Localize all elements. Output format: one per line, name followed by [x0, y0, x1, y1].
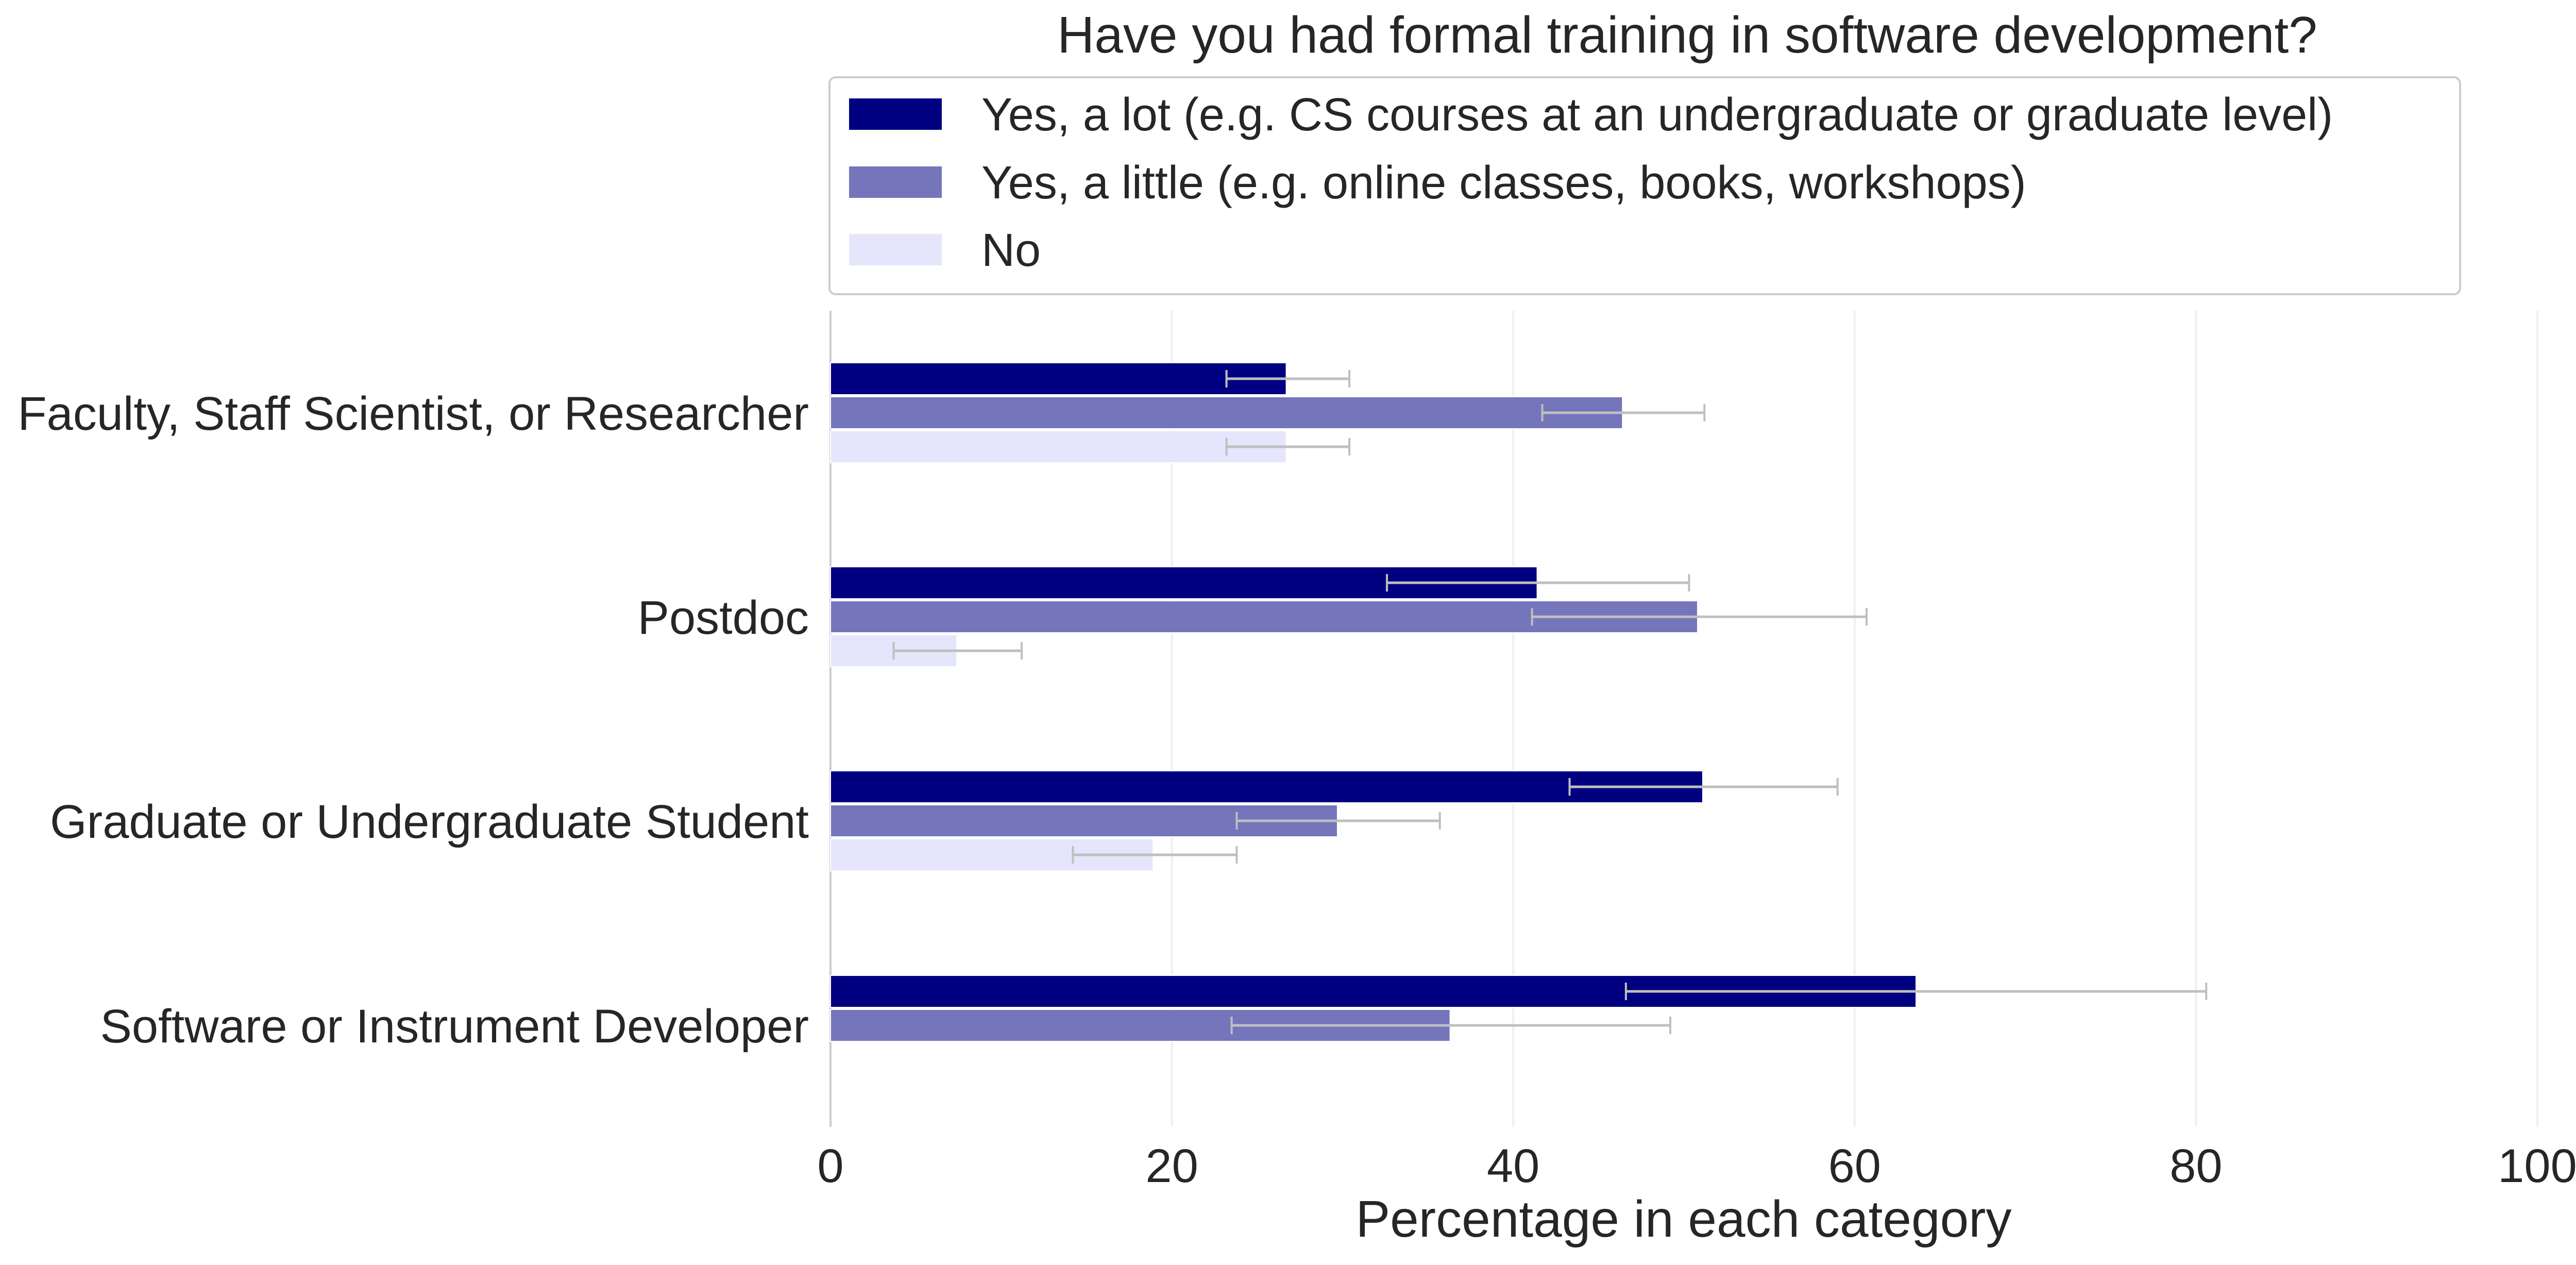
error-bar	[1531, 608, 1868, 626]
error-bar	[1225, 370, 1351, 387]
error-bar	[892, 642, 1023, 660]
legend-label: No	[981, 225, 1041, 276]
y-category-label: Graduate or Undergraduate Student	[50, 796, 809, 848]
x-tick-label: 0	[817, 1140, 843, 1192]
error-bar	[1568, 778, 1839, 796]
x-tick-label: 20	[1145, 1140, 1198, 1192]
error-bar	[1235, 812, 1441, 830]
error-bars	[892, 370, 2208, 1034]
x-axis-tick-labels: 0 20 40 60 80 100	[817, 1140, 2576, 1192]
error-bar	[1541, 404, 1706, 421]
x-tick-label: 80	[2170, 1140, 2222, 1192]
error-bar	[1230, 1017, 1671, 1034]
error-bar	[1072, 846, 1238, 864]
legend-frame	[828, 76, 2461, 295]
legend-items: Yes, a lot (e.g. CS courses at an underg…	[849, 89, 2333, 276]
y-axis-tick-labels: Faculty, Staff Scientist, or Researcher P…	[18, 387, 809, 1053]
x-axis-label: Percentage in each category	[1355, 1190, 2011, 1248]
error-bar	[1225, 438, 1351, 456]
x-tick-label: 100	[2498, 1140, 2576, 1192]
bar	[830, 430, 1287, 463]
legend-item: No	[849, 225, 1041, 276]
legend-item: Yes, a little (e.g. online classes, book…	[849, 157, 2026, 209]
bars	[830, 362, 1917, 1042]
chart-title: Have you had formal training in software…	[1057, 6, 2317, 64]
legend: Yes, a lot (e.g. CS courses at an underg…	[828, 76, 2461, 295]
x-tick-label: 40	[1487, 1140, 1539, 1192]
legend-swatch	[849, 234, 942, 265]
y-category-label: Software or Instrument Developer	[100, 1000, 809, 1053]
bar	[830, 396, 1623, 429]
y-category-label: Postdoc	[638, 592, 809, 644]
y-category-label: Faculty, Staff Scientist, or Researcher	[18, 387, 809, 440]
legend-label: Yes, a lot (e.g. CS courses at an underg…	[981, 89, 2333, 141]
legend-swatch	[849, 166, 942, 198]
legend-label: Yes, a little (e.g. online classes, book…	[981, 157, 2026, 209]
error-bar	[1624, 983, 2208, 1000]
bar	[830, 362, 1287, 395]
legend-item: Yes, a lot (e.g. CS courses at an underg…	[849, 89, 2333, 141]
legend-swatch	[849, 98, 942, 130]
error-bar	[1386, 574, 1690, 592]
x-tick-label: 60	[1828, 1140, 1881, 1192]
